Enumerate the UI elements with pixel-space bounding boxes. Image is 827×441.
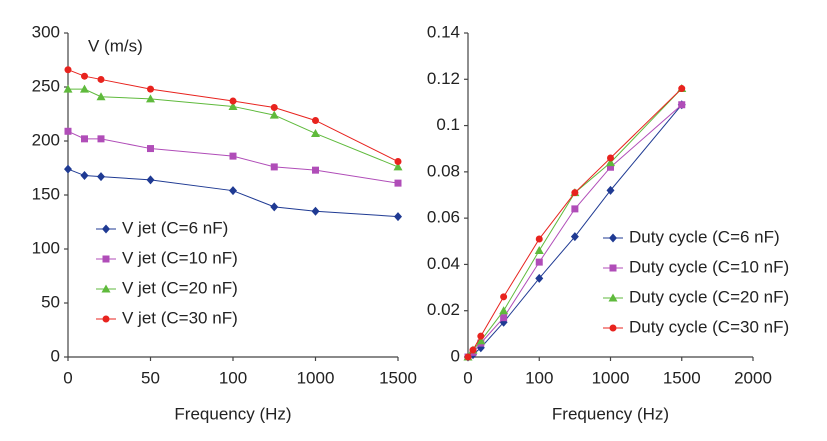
y-tick-label: 300: [32, 22, 60, 41]
y-tick-label: 0.06: [427, 208, 460, 227]
marker: [80, 171, 89, 181]
y-tick-label: 0: [451, 346, 460, 365]
x-tick-label: 1500: [379, 368, 417, 387]
marker: [147, 85, 154, 93]
marker: [469, 346, 477, 354]
marker: [535, 235, 543, 243]
marker: [269, 110, 279, 119]
y-tick-label: 0: [51, 346, 60, 365]
marker: [606, 158, 615, 167]
marker: [607, 163, 614, 171]
marker: [229, 97, 237, 105]
marker: [270, 202, 279, 212]
marker: [499, 306, 509, 315]
marker: [97, 135, 105, 143]
marker: [571, 189, 579, 197]
y-tick-label: 0.04: [427, 254, 460, 273]
marker: [97, 75, 105, 83]
marker: [394, 212, 402, 222]
marker: [571, 205, 579, 213]
marker: [570, 232, 579, 242]
marker: [80, 84, 89, 93]
marker: [64, 127, 72, 135]
y-tick-label: 150: [32, 184, 60, 203]
x-axis-title: Frequency (Hz): [552, 404, 669, 423]
marker: [312, 116, 319, 124]
marker: [607, 154, 614, 162]
marker: [229, 152, 237, 160]
marker: [609, 264, 617, 272]
x-tick-label: 1000: [297, 368, 335, 387]
marker: [311, 128, 320, 137]
x-tick-label: 1500: [663, 368, 701, 387]
marker: [96, 92, 106, 101]
marker: [394, 179, 402, 187]
x-tick-label: 100: [219, 368, 247, 387]
legend-label: Duty cycle (C=10 nF): [629, 257, 789, 276]
marker: [393, 162, 403, 171]
x-tick-label: 100: [525, 368, 553, 387]
marker: [678, 85, 686, 93]
y-tick-label: 0.12: [427, 69, 460, 88]
marker: [534, 246, 544, 255]
marker: [81, 135, 88, 143]
marker: [64, 164, 72, 174]
marker: [608, 293, 618, 302]
x-tick-label: 50: [141, 368, 160, 387]
marker: [146, 175, 155, 185]
marker: [476, 336, 486, 345]
y-annotation: V (m/s): [88, 36, 143, 55]
marker: [500, 314, 508, 322]
legend-label: V jet (C=30 nF): [122, 308, 238, 327]
x-axis-title: Frequency (Hz): [174, 404, 291, 423]
marker: [477, 332, 485, 340]
marker: [270, 163, 278, 171]
y-tick-label: 0.14: [427, 22, 460, 41]
marker: [606, 185, 615, 195]
marker: [464, 353, 472, 361]
x-tick-label: 2000: [734, 368, 772, 387]
x-tick-label: 0: [463, 368, 472, 387]
x-tick-label: 0: [63, 368, 72, 387]
y-tick-label: 0.08: [427, 161, 460, 180]
marker: [101, 284, 111, 293]
marker: [394, 158, 402, 166]
legend-label: V jet (C=10 nF): [122, 248, 238, 267]
legend-label: V jet (C=6 nF): [122, 218, 228, 237]
y-tick-label: 50: [41, 292, 60, 311]
y-tick-label: 0.1: [436, 115, 460, 134]
marker: [311, 206, 320, 216]
marker: [81, 72, 88, 80]
marker: [609, 233, 617, 243]
marker: [312, 166, 319, 174]
x-tick-label: 1000: [592, 368, 630, 387]
marker: [228, 101, 238, 110]
marker: [270, 104, 278, 112]
legend-label: Duty cycle (C=20 nF): [629, 287, 789, 306]
marker: [64, 66, 72, 74]
legend-label: Duty cycle (C=30 nF): [629, 317, 789, 336]
marker: [147, 145, 154, 153]
legend-label: V jet (C=20 nF): [122, 278, 238, 297]
marker: [229, 186, 237, 196]
marker: [63, 84, 73, 93]
y-tick-label: 250: [32, 76, 60, 95]
marker: [609, 324, 617, 332]
y-tick-label: 0.02: [427, 300, 460, 319]
marker: [146, 94, 155, 103]
marker: [102, 315, 110, 323]
marker: [102, 255, 110, 263]
marker: [535, 273, 544, 283]
marker: [500, 293, 508, 301]
marker: [102, 224, 110, 234]
marker: [678, 101, 686, 109]
marker: [97, 172, 105, 182]
legend-label: Duty cycle (C=6 nF): [629, 227, 780, 246]
marker: [535, 258, 543, 266]
y-tick-label: 200: [32, 130, 60, 149]
y-tick-label: 100: [32, 238, 60, 257]
series-line: [67, 69, 399, 162]
